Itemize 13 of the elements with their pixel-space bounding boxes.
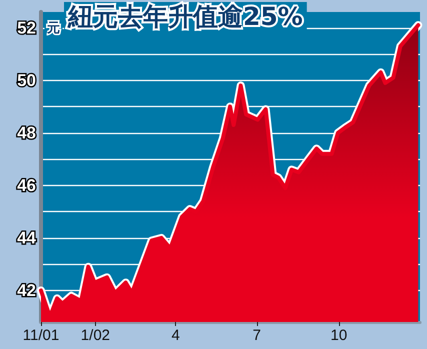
y-tick-label: 42: [17, 280, 36, 300]
y-tick-label: 46: [17, 176, 36, 195]
y-tick-label: 48: [17, 123, 36, 142]
x-tick-label: 11/01: [22, 327, 60, 344]
y-axis-title: 元: [46, 21, 60, 36]
y-tick-label: 50: [17, 70, 36, 90]
x-tick-label: 10: [330, 327, 348, 344]
x-tick-label: 4: [171, 327, 180, 344]
chart-title: 紐元去年升值逾25%: [67, 2, 303, 31]
x-tick-label: 7: [252, 327, 261, 344]
x-tick-label: 1/02: [80, 327, 110, 344]
y-tick-label: 52: [17, 18, 36, 38]
y-tick-label: 44: [17, 228, 37, 248]
